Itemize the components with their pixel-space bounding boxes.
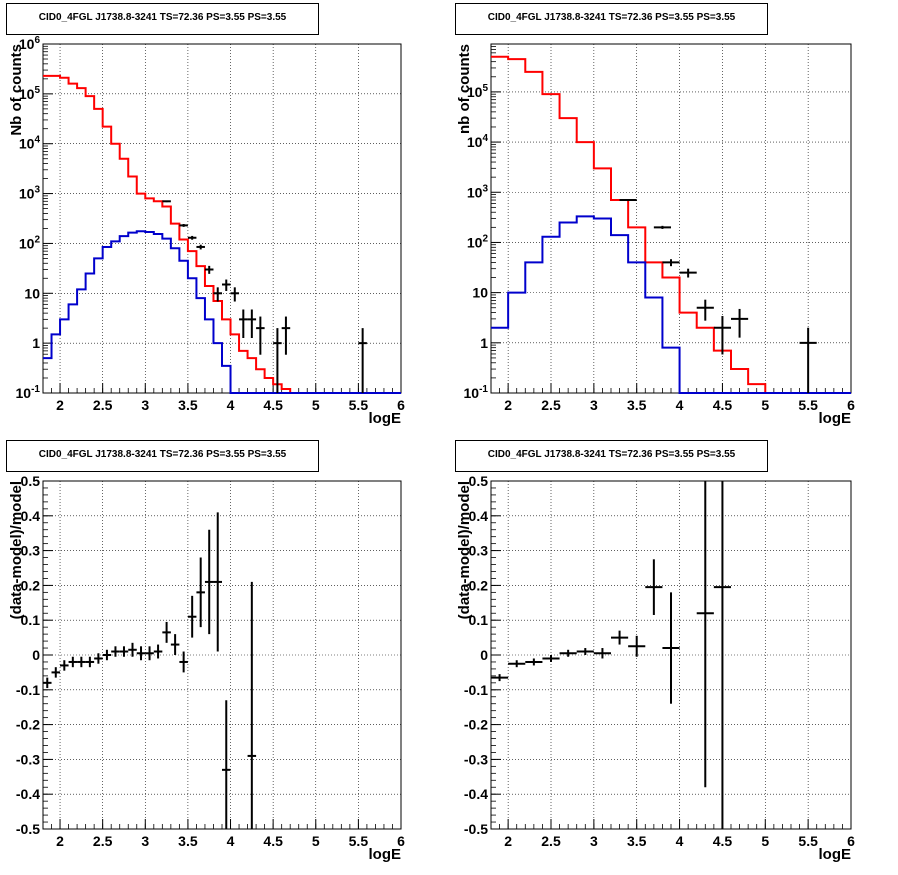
y-tick-label: 0.5 <box>21 473 41 489</box>
y-tick-label: 1 <box>480 335 488 351</box>
plot-frame <box>42 480 402 830</box>
y-tick-label: 0.2 <box>21 577 41 593</box>
y-tick-label: 106 <box>19 35 41 52</box>
x-tick-label: 3.5 <box>627 397 647 413</box>
panel-title: CID0_4FGL J1738.8-3241 TS=72.36 PS=3.55 … <box>6 3 319 35</box>
y-tick-label: -0.2 <box>16 717 40 733</box>
model-histogram-source <box>491 215 851 394</box>
x-axis-label: logE <box>369 410 402 427</box>
panel-title: CID0_4FGL J1738.8-3241 TS=72.36 PS=3.55 … <box>455 440 768 472</box>
x-tick-label: 5.5 <box>798 397 818 413</box>
x-axis-label: logE <box>819 410 852 427</box>
x-tick-label: 4.5 <box>263 833 283 849</box>
y-tick-label: 10-1 <box>16 384 41 401</box>
y-tick-label: 0.4 <box>21 508 41 524</box>
panel-title: CID0_4FGL J1738.8-3241 TS=72.36 PS=3.55 … <box>6 440 319 472</box>
y-tick-label: 0.2 <box>469 577 489 593</box>
x-tick-label: 6 <box>847 833 855 849</box>
x-tick-label: 5.5 <box>349 833 369 849</box>
y-tick-label: -0.5 <box>464 821 488 837</box>
y-tick-label: 10 <box>472 285 488 301</box>
y-tick-label: 104 <box>467 133 489 150</box>
panel-title: CID0_4FGL J1738.8-3241 TS=72.36 PS=3.55 … <box>455 3 768 35</box>
y-tick-label: 105 <box>467 83 489 100</box>
x-tick-label: 5.5 <box>798 833 818 849</box>
x-tick-label: 5.5 <box>349 397 369 413</box>
x-tick-label: 3.5 <box>178 833 198 849</box>
y-tick-label: 0.1 <box>21 612 41 628</box>
x-tick-label: 4.5 <box>713 833 733 849</box>
y-tick-label: 0.4 <box>469 508 489 524</box>
y-tick-label: 0.1 <box>469 612 489 628</box>
x-axis-label: logE <box>819 846 852 863</box>
y-axis-label: (data-model)/model <box>456 481 473 619</box>
y-tick-label: -0.3 <box>16 751 40 767</box>
x-axis-label: logE <box>369 846 402 863</box>
plot-frame <box>42 43 402 394</box>
x-tick-label: 4 <box>227 397 235 413</box>
y-tick-label: 0.3 <box>21 543 41 559</box>
x-tick-label: 3.5 <box>178 397 198 413</box>
x-tick-label: 3.5 <box>627 833 647 849</box>
y-tick-label: 102 <box>19 234 41 251</box>
x-tick-label: 5 <box>761 397 769 413</box>
model-histogram-source <box>43 230 401 394</box>
y-tick-label: 0.5 <box>469 473 489 489</box>
x-tick-label: 3 <box>590 833 598 849</box>
x-tick-label: 2 <box>56 833 64 849</box>
y-tick-label: -0.4 <box>16 786 40 802</box>
y-axis-label: (data-model)/model <box>8 481 25 619</box>
x-tick-label: 4 <box>676 833 684 849</box>
x-tick-label: 4.5 <box>713 397 733 413</box>
y-tick-label: 102 <box>467 233 489 250</box>
x-tick-label: 4.5 <box>263 397 283 413</box>
y-tick-label: 105 <box>19 85 41 102</box>
x-tick-label: 4 <box>676 397 684 413</box>
y-tick-label: 103 <box>467 183 489 200</box>
y-tick-label: 103 <box>19 185 41 202</box>
model-histogram-total <box>491 55 851 394</box>
x-tick-label: 6 <box>397 397 405 413</box>
x-tick-label: 2 <box>56 397 64 413</box>
x-tick-label: 4 <box>227 833 235 849</box>
y-tick-label: -0.1 <box>16 682 40 698</box>
x-tick-label: 3 <box>141 397 149 413</box>
y-tick-label: -0.3 <box>464 751 488 767</box>
x-tick-label: 2.5 <box>541 397 561 413</box>
x-tick-label: 3 <box>141 833 149 849</box>
x-tick-label: 6 <box>397 833 405 849</box>
y-axis-label: nb of counts <box>456 44 473 134</box>
x-tick-label: 2.5 <box>541 833 561 849</box>
x-tick-label: 2 <box>504 397 512 413</box>
y-tick-label: 104 <box>19 135 41 152</box>
x-tick-label: 6 <box>847 397 855 413</box>
x-tick-label: 5 <box>761 833 769 849</box>
y-tick-label: 0.3 <box>469 543 489 559</box>
y-axis-label: Nb of counts <box>8 44 25 136</box>
y-tick-label: 0 <box>480 647 488 663</box>
x-tick-label: 2.5 <box>93 397 113 413</box>
y-tick-label: -0.4 <box>464 786 488 802</box>
x-tick-label: 2 <box>504 833 512 849</box>
y-tick-label: 10 <box>24 285 40 301</box>
x-tick-label: 2.5 <box>93 833 113 849</box>
y-tick-label: -0.2 <box>464 717 488 733</box>
y-tick-label: 1 <box>32 335 40 351</box>
x-tick-label: 5 <box>312 397 320 413</box>
y-tick-label: -0.5 <box>16 821 40 837</box>
x-tick-label: 5 <box>312 833 320 849</box>
y-tick-label: 0 <box>32 647 40 663</box>
plot-frame <box>490 43 852 394</box>
y-tick-label: 10-1 <box>464 384 489 401</box>
y-tick-label: -0.1 <box>464 682 488 698</box>
x-tick-label: 3 <box>590 397 598 413</box>
